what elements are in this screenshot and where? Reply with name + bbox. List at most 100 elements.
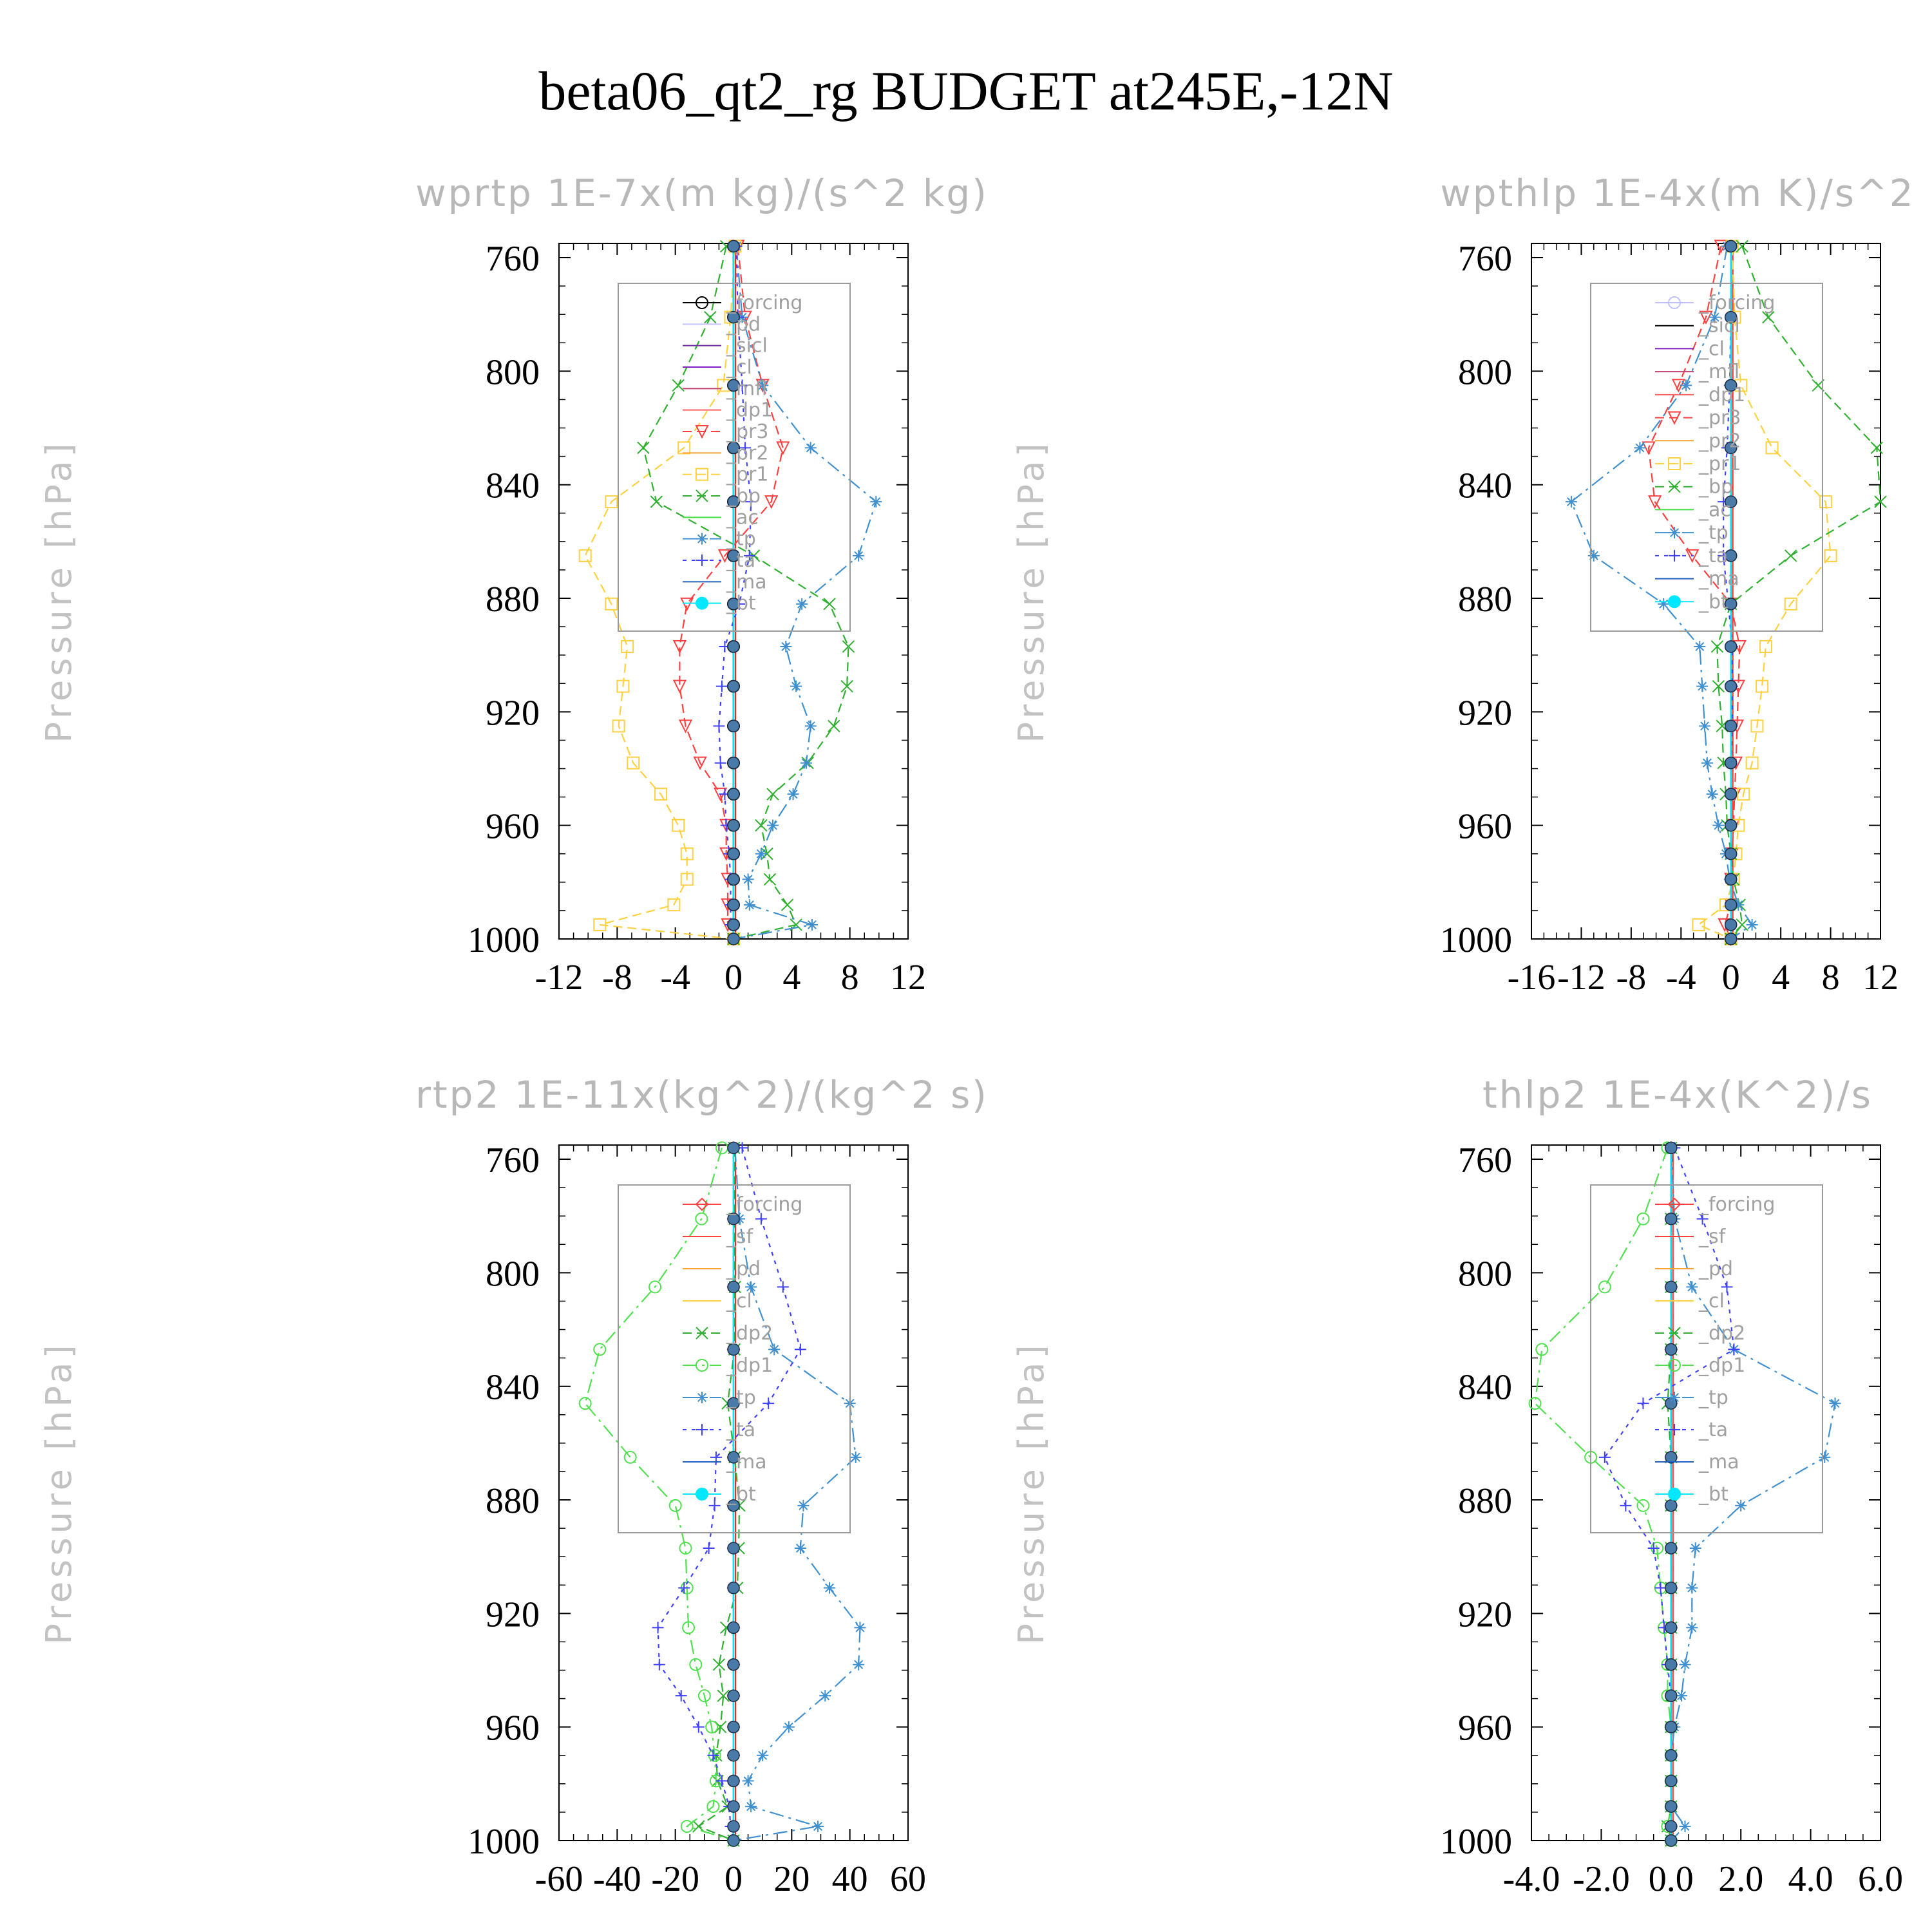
data-point [667, 898, 681, 912]
legend-label: _dp2 [726, 1322, 773, 1345]
legend-label: _sf [726, 1226, 754, 1248]
legend-label: _pd [726, 313, 761, 336]
axis-point [1724, 918, 1738, 931]
data-point [819, 1690, 831, 1702]
data-point [854, 1622, 866, 1634]
legend-label: _bt [1698, 591, 1728, 613]
axis-point [1724, 898, 1738, 911]
axis-point [727, 1212, 740, 1226]
series-tp [1565, 240, 1758, 945]
legend-label: _ta [1698, 1419, 1728, 1441]
data-point [679, 1541, 692, 1555]
legend-label: _forcing [726, 292, 802, 314]
data-point [757, 379, 769, 392]
axis-point [727, 1658, 740, 1671]
axis-point [1665, 1834, 1678, 1847]
legend-item: _dp2 [1655, 1322, 1745, 1345]
legend-item: _cl [1655, 1290, 1725, 1312]
legend-item: _mfl [683, 377, 767, 400]
axis-point [727, 1280, 740, 1294]
x-tick-label: 4 [1772, 958, 1790, 998]
data-point [649, 1280, 662, 1294]
series-line [584, 246, 736, 940]
data-point [824, 1582, 836, 1594]
data-point [605, 495, 618, 509]
x-tick-label: 4 [782, 958, 800, 998]
legend-label: _pr1 [1698, 453, 1741, 475]
legend-label: _pr1 [726, 464, 768, 486]
x-tick-label: -8 [602, 958, 632, 998]
legend-marker [1668, 1327, 1681, 1340]
legend-label: _pd [1698, 1258, 1733, 1280]
legend-item: _mfl [1655, 361, 1739, 383]
legend-box [1590, 283, 1823, 632]
data-point [776, 441, 790, 455]
legend-item: _forcing [683, 292, 802, 314]
data-point [693, 756, 707, 770]
data-point [707, 1749, 719, 1761]
x-tick-label: -8 [1616, 958, 1647, 998]
y-tick-label: 800 [1458, 352, 1512, 392]
chart-panel-4: thlp2 1E-4x(K^2)/s Pressure [hPa] -4.0 -2.0… [1011, 1073, 1903, 1899]
y-tick-label: 880 [1458, 580, 1512, 620]
legend-marker [1668, 296, 1681, 309]
axis-point [1724, 379, 1738, 392]
legend-marker [1669, 1424, 1680, 1435]
axis-point [727, 1343, 740, 1356]
axis-point [1665, 1621, 1678, 1634]
data-point [790, 680, 802, 692]
axis-point [727, 848, 740, 860]
legend-label: _cl [1698, 1290, 1725, 1312]
axis-point [727, 1749, 740, 1762]
data-point [668, 1499, 682, 1512]
y-tick-label: 880 [486, 580, 540, 620]
data-point [804, 720, 817, 732]
data-point [743, 549, 755, 562]
legend-item: _forcing [1655, 1193, 1775, 1216]
legend-item: _pd [683, 313, 761, 336]
data-point [1620, 1499, 1632, 1511]
series-line [657, 1148, 802, 1841]
axis-point [1665, 1581, 1678, 1595]
axis-point [727, 1621, 740, 1634]
axis-point [1665, 1397, 1678, 1410]
legend-label: _pr2 [726, 442, 768, 464]
data-point [768, 1343, 781, 1356]
data-point [1694, 640, 1706, 652]
axis-point [727, 1689, 740, 1702]
legend-item: _sf [1655, 1226, 1727, 1248]
axis-point [727, 1451, 740, 1464]
x-tick-label: 0 [1722, 958, 1740, 998]
legend-label: _ta [726, 1419, 755, 1441]
data-point [742, 1775, 754, 1787]
data-point [1819, 1451, 1831, 1463]
data-point [840, 679, 853, 693]
legend-marker [696, 1327, 708, 1340]
data-point [811, 1820, 824, 1832]
legend-item: _sf [683, 1226, 754, 1248]
legend-marker [1668, 595, 1681, 609]
data-point [1712, 679, 1725, 693]
x-tick-label: -4 [1666, 958, 1696, 998]
data-point [1647, 1542, 1660, 1554]
data-point [1824, 549, 1837, 562]
data-point [704, 310, 717, 324]
legend-label: _tp [1698, 1387, 1728, 1409]
axis-point [1665, 1658, 1678, 1671]
data-point [842, 640, 855, 653]
axis-point [1665, 1820, 1678, 1833]
legend-item: _ta [683, 549, 755, 572]
data-point [853, 549, 865, 562]
legend-marker [696, 596, 708, 610]
x-tick-label: -60 [535, 1859, 583, 1899]
legend-item: _ta [1655, 545, 1728, 567]
axis-point [1724, 441, 1738, 455]
x-tick-label: -4.0 [1503, 1859, 1560, 1899]
data-point [680, 1819, 694, 1833]
data-point [1784, 597, 1797, 611]
y-axis-label: Pressure [hPa] [39, 439, 79, 743]
y-tick-label: 1000 [468, 1822, 540, 1862]
data-point [1712, 819, 1725, 831]
legend-label: _pr3 [726, 421, 768, 443]
axis-point [1724, 240, 1738, 253]
